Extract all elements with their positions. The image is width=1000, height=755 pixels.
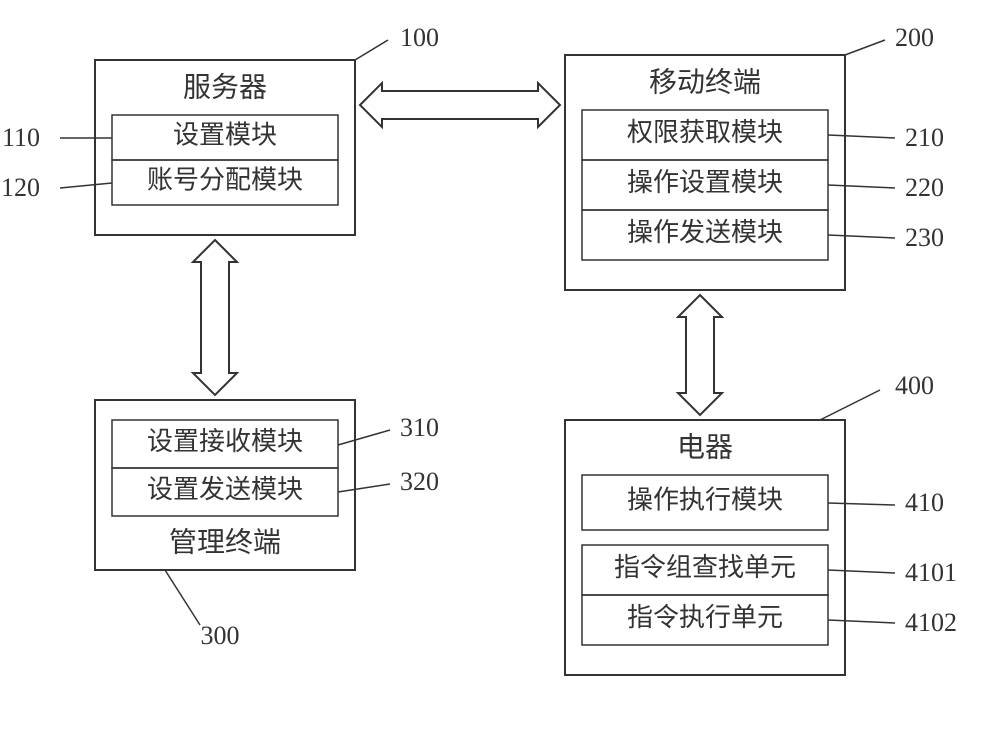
module-230-label: 操作发送模块	[627, 218, 783, 247]
node-mgmt-title: 管理终端	[169, 526, 281, 558]
leader-320	[338, 484, 390, 492]
leader-node-300	[165, 570, 200, 625]
node-appliance-title: 电器	[677, 431, 733, 463]
ref-4101: 4101	[905, 558, 957, 587]
module-310-label: 设置接收模块	[147, 427, 303, 456]
leader-node-200	[845, 40, 885, 55]
ref-4102: 4102	[905, 608, 957, 637]
ref-200: 200	[895, 23, 934, 52]
module-220-label: 操作设置模块	[627, 168, 783, 197]
arrow-mobile-appl	[678, 295, 722, 415]
leader-410	[828, 503, 895, 505]
leader-4102	[828, 620, 895, 623]
ref-300: 300	[201, 621, 240, 650]
module-110-label: 设置模块	[173, 120, 277, 149]
leader-node-400	[820, 390, 880, 420]
ref-210: 210	[905, 123, 944, 152]
module-4101-label: 指令组查找单元	[614, 553, 796, 582]
ref-100: 100	[400, 23, 439, 52]
module-210-label: 权限获取模块	[627, 118, 783, 147]
system-block-diagram: 服务器设置模块账号分配模块 100 移动终端权限获取模块操作设置模块操作发送模块 20…	[0, 0, 1000, 755]
leader-120	[60, 183, 112, 188]
module-4102-label: 指令执行单元	[627, 603, 783, 632]
ref-310: 310	[400, 413, 439, 442]
module-120-label: 账号分配模块	[147, 165, 303, 194]
module-320-label: 设置发送模块	[147, 475, 303, 504]
node-server-title: 服务器	[183, 71, 267, 103]
node-mobile-title: 移动终端	[649, 66, 761, 98]
arrow-server-mgmt	[193, 240, 237, 395]
leader-node-100	[355, 40, 388, 60]
module-410-label: 操作执行模块	[627, 485, 783, 514]
ref-320: 320	[400, 467, 439, 496]
ref-230: 230	[905, 223, 944, 252]
ref-120: 120	[1, 173, 40, 202]
leader-220	[828, 185, 895, 188]
arrow-server-mobile	[360, 83, 560, 127]
ref-410: 410	[905, 488, 944, 517]
leader-230	[828, 235, 895, 238]
ref-220: 220	[905, 173, 944, 202]
leader-4101	[828, 570, 895, 573]
ref-110: 110	[2, 123, 40, 152]
leader-210	[828, 135, 895, 138]
ref-400: 400	[895, 371, 934, 400]
leader-310	[338, 430, 390, 445]
